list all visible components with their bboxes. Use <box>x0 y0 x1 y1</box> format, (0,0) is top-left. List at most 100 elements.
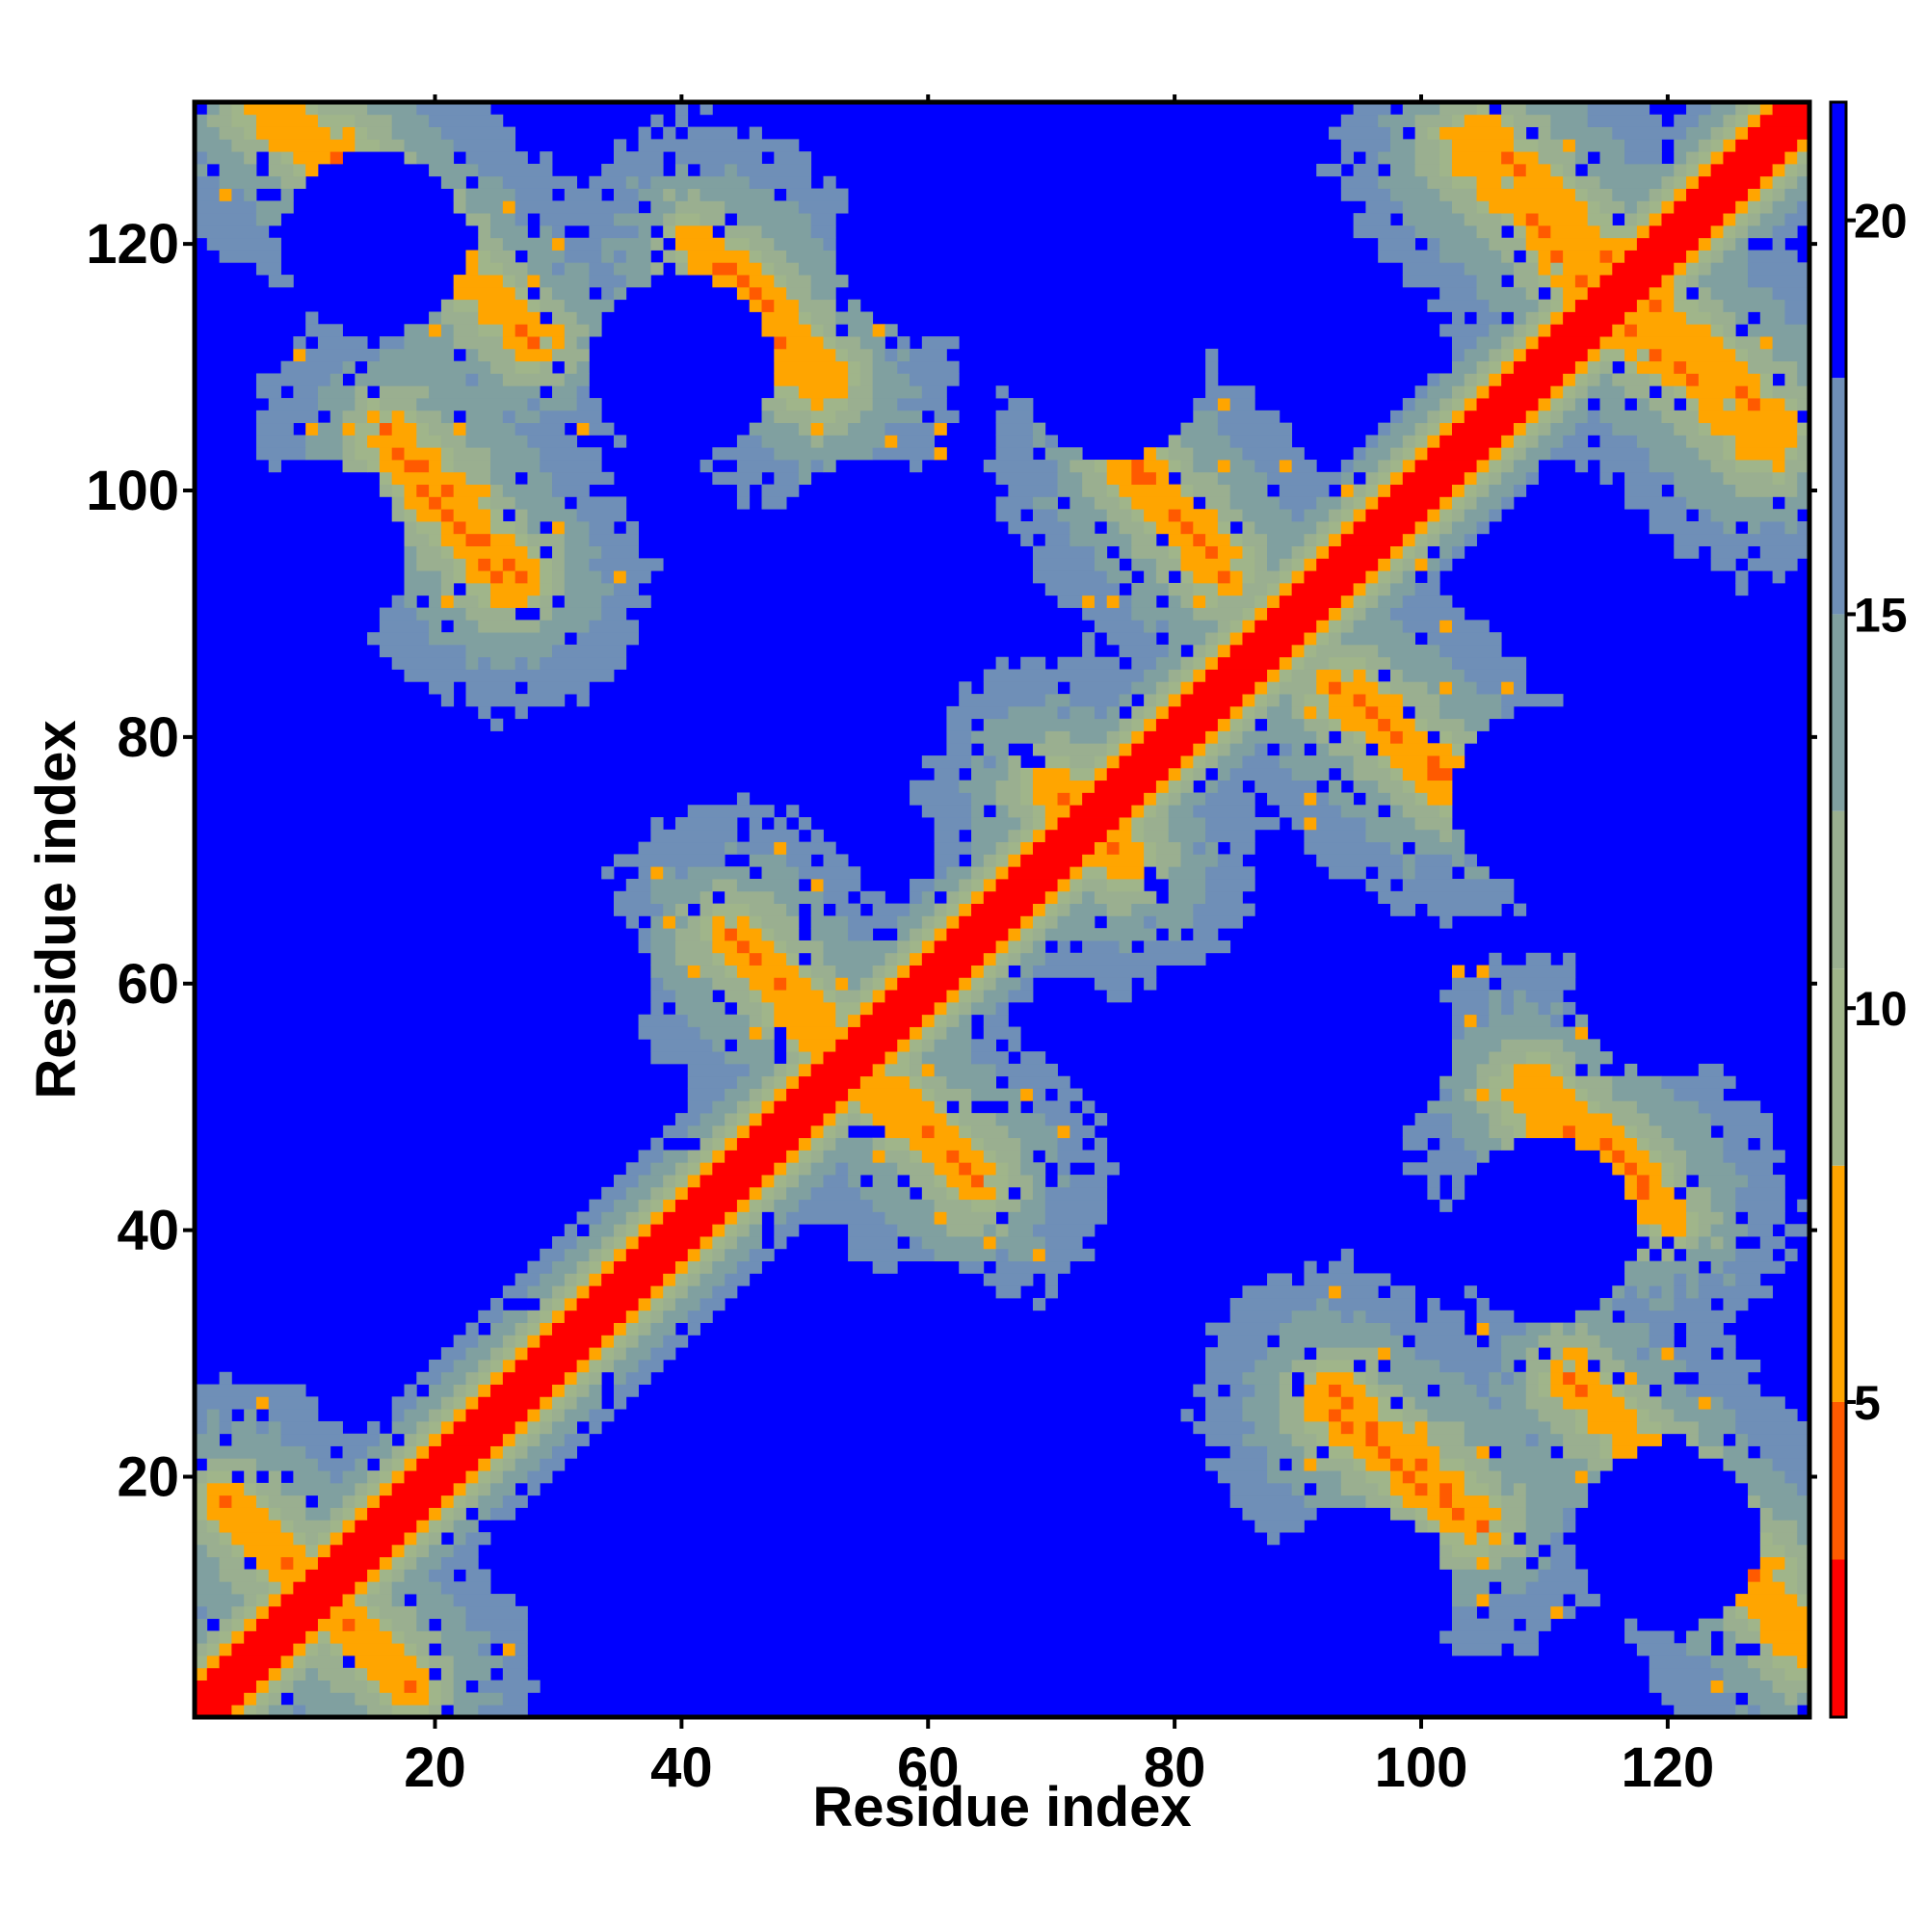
heatmap-cell <box>1525 1581 1589 1595</box>
heatmap-cell <box>848 1236 898 1250</box>
heatmap-cell <box>921 952 985 966</box>
heatmap-cell <box>404 1532 417 1546</box>
heatmap-cell <box>1698 1236 1712 1250</box>
heatmap-cell <box>1489 484 1515 497</box>
heatmap-cell <box>1476 225 1502 239</box>
heatmap-cell <box>712 952 726 966</box>
heatmap-cell <box>1563 1359 1576 1373</box>
heatmap-cell <box>280 360 343 374</box>
heatmap-cell <box>1489 1594 1564 1607</box>
heatmap-cell <box>921 915 936 929</box>
heatmap-cell <box>1686 1186 1712 1201</box>
heatmap-cell <box>798 460 812 473</box>
heatmap-cell <box>429 324 442 337</box>
heatmap-cell <box>404 1458 417 1471</box>
heatmap-cell <box>280 1594 343 1607</box>
heatmap-cell <box>971 879 985 892</box>
heatmap-cell <box>219 1569 257 1582</box>
heatmap-cell <box>1180 1409 1194 1422</box>
heatmap-cell <box>1329 607 1342 621</box>
heatmap-cell <box>1304 1445 1317 1459</box>
heatmap-cell <box>1698 509 1712 522</box>
heatmap-cell <box>1686 1211 1700 1225</box>
heatmap-cell <box>674 1175 689 1188</box>
heatmap-cell <box>1378 1445 1391 1459</box>
heatmap-cell <box>1759 520 1785 535</box>
heatmap-cell <box>1587 348 1600 362</box>
heatmap-cell <box>478 595 491 608</box>
heatmap-cell <box>1723 1630 1736 1644</box>
heatmap-cell <box>1180 435 1231 448</box>
heatmap-cell <box>1451 139 1515 152</box>
heatmap-cell <box>1254 1520 1305 1533</box>
heatmap-cell <box>527 1322 541 1336</box>
heatmap-cell <box>921 1026 936 1040</box>
heatmap-cell <box>1624 484 1662 497</box>
heatmap-cell <box>1267 1273 1293 1286</box>
heatmap-cell <box>342 447 356 461</box>
y-tick-label: 40 <box>117 1200 179 1262</box>
heatmap-cell <box>774 928 800 941</box>
heatmap-cell <box>1131 681 1157 695</box>
heatmap-cell <box>1476 102 1490 116</box>
heatmap-cell <box>712 1162 775 1176</box>
heatmap-cell <box>700 1273 726 1286</box>
heatmap-cell <box>1464 496 1477 510</box>
heatmap-cell <box>1759 1544 1785 1558</box>
heatmap-cell <box>1439 250 1502 263</box>
heatmap-cell <box>195 1470 208 1484</box>
heatmap-cell <box>1155 620 1170 633</box>
heatmap-cell <box>798 1137 812 1151</box>
heatmap-cell <box>1082 471 1108 486</box>
heatmap-cell <box>1242 705 1255 720</box>
heatmap-cell <box>1365 730 1391 744</box>
heatmap-cell <box>687 866 751 880</box>
heatmap-cell <box>576 509 627 522</box>
heatmap-cell <box>1674 360 1687 374</box>
heatmap-cell <box>1735 139 1798 152</box>
heatmap-cell <box>663 1150 689 1163</box>
heatmap-cell <box>1501 1495 1527 1508</box>
heatmap-cell <box>1686 1643 1712 1656</box>
heatmap-cell <box>552 237 566 251</box>
y-tick-label: 100 <box>86 460 179 522</box>
heatmap-cell <box>1698 1285 1774 1299</box>
heatmap-cell <box>1723 398 1736 411</box>
heatmap-cell <box>1686 102 1712 116</box>
heatmap-cell <box>725 1150 787 1163</box>
heatmap-cell <box>1563 299 1576 312</box>
heatmap-cell <box>1008 484 1058 497</box>
heatmap-cell <box>195 1384 306 1397</box>
heatmap-cell <box>674 1001 726 1016</box>
heatmap-cell <box>1698 1211 1724 1225</box>
heatmap-cell <box>1636 1224 1650 1237</box>
heatmap-cell <box>1439 163 1453 177</box>
heatmap-cell <box>859 360 874 374</box>
heatmap-cell <box>391 410 405 424</box>
heatmap-cell <box>527 1482 541 1496</box>
heatmap-cell <box>687 1125 713 1139</box>
heatmap-cell <box>687 1162 700 1176</box>
heatmap-cell <box>1599 410 1662 424</box>
heatmap-cell <box>736 484 751 497</box>
heatmap-cell <box>416 398 528 411</box>
heatmap-cell <box>1772 570 1785 584</box>
heatmap-cell <box>564 1224 578 1237</box>
heatmap-cell <box>749 237 775 251</box>
heatmap-cell <box>478 1396 541 1410</box>
heatmap-cell <box>650 200 676 214</box>
heatmap-cell <box>404 484 417 497</box>
heatmap-cell <box>1217 570 1231 584</box>
heatmap-cell <box>1340 1248 1355 1262</box>
heatmap-cell <box>934 928 947 941</box>
heatmap-cell <box>1414 817 1453 831</box>
heatmap-cell <box>687 1100 713 1114</box>
heatmap-cell <box>465 435 528 448</box>
heatmap-cell <box>774 1001 836 1016</box>
heatmap-cell <box>934 879 960 892</box>
heatmap-cell <box>1008 928 1021 941</box>
heatmap-cell <box>1723 471 1774 486</box>
heatmap-cell <box>674 1113 700 1126</box>
heatmap-cell <box>1390 1458 1404 1471</box>
heatmap-cell <box>1044 1199 1108 1212</box>
